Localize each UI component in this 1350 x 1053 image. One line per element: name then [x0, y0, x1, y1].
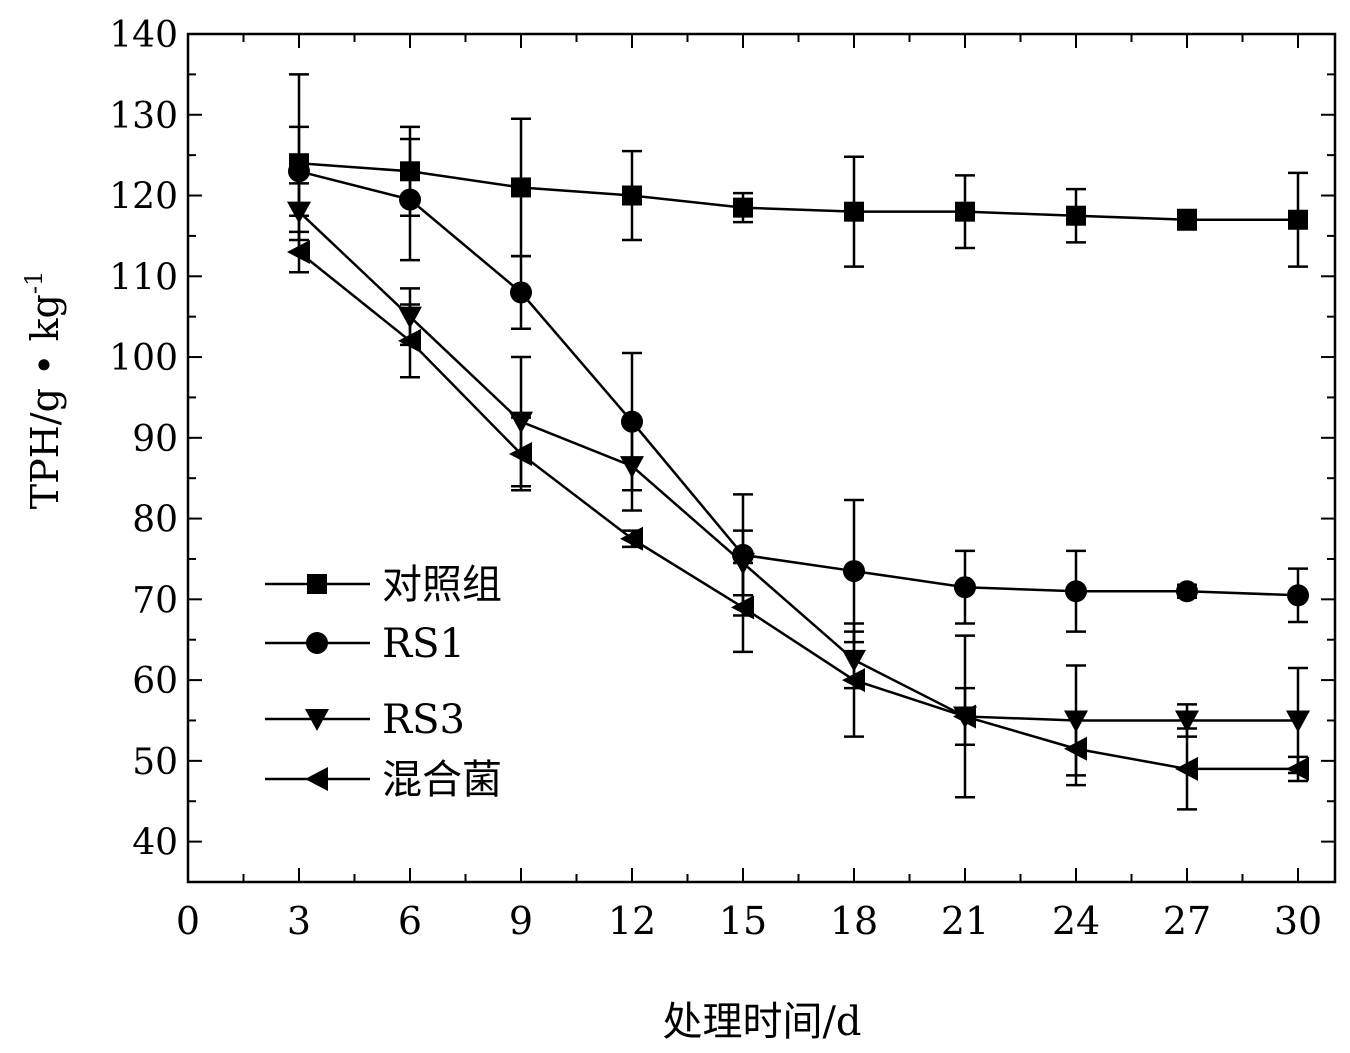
legend-item: RS1 — [265, 621, 465, 667]
legend-marker — [307, 574, 327, 594]
legend-label: RS3 — [382, 697, 465, 743]
series-line — [298, 170, 1299, 597]
series-line — [298, 210, 1298, 722]
legend: 对照组 RS1 RS3 混合菌 — [265, 562, 502, 803]
y-tick-label: 60 — [132, 661, 178, 702]
x-tick-label: 0 — [176, 899, 200, 943]
legend-marker — [305, 767, 328, 791]
series-line — [298, 161, 1298, 222]
legend-marker — [305, 709, 329, 731]
data-point — [511, 177, 531, 198]
x-tick-label: 12 — [608, 899, 656, 943]
data-point — [398, 328, 421, 353]
x-tick-label: 24 — [1052, 899, 1100, 943]
data-point — [1175, 710, 1199, 733]
data-point — [288, 160, 310, 183]
y-tick-label: 100 — [109, 338, 178, 379]
data-point — [287, 240, 310, 265]
y-tick-label: 50 — [132, 742, 178, 783]
data-point — [842, 668, 865, 693]
data-point — [620, 456, 644, 479]
plot-axes — [186, 32, 1337, 884]
series-mixed — [287, 230, 1309, 811]
series-line — [298, 251, 1298, 771]
y-tick-label: 120 — [109, 177, 178, 218]
x-axis-label: 处理时间/d — [662, 999, 861, 1045]
series-rs3 — [287, 182, 1310, 777]
data-point — [622, 185, 642, 206]
legend-item: RS3 — [265, 697, 465, 743]
legend-label: 对照组 — [382, 562, 502, 608]
data-point — [844, 201, 864, 222]
data-point — [1288, 209, 1308, 230]
y-tick-label: 40 — [132, 823, 178, 864]
legend-item: 对照组 — [265, 562, 502, 608]
y-axis-label: TPH/g • kg-1 — [20, 271, 67, 510]
data-point — [955, 201, 975, 222]
y-axis-label-superscript: -1 — [20, 271, 48, 294]
data-point — [731, 595, 754, 620]
legend-label: 混合菌 — [382, 757, 502, 803]
data-point — [510, 281, 532, 304]
data-point — [1175, 756, 1198, 781]
x-tick-label: 30 — [1274, 899, 1322, 943]
series-control — [289, 73, 1308, 268]
series-layer — [287, 73, 1310, 811]
data-point — [509, 441, 532, 466]
x-tick-label: 21 — [941, 899, 989, 943]
data-point — [733, 197, 753, 218]
data-point — [953, 704, 976, 729]
data-point — [399, 188, 421, 211]
data-point — [1286, 710, 1310, 733]
y-tick-label: 70 — [132, 580, 178, 621]
y-tick-label: 90 — [132, 419, 178, 460]
data-point — [843, 560, 865, 583]
data-point — [954, 576, 976, 599]
y-tick-label: 130 — [109, 96, 178, 137]
y-axis-label-main: TPH/g • kg — [23, 294, 67, 509]
plot-frame — [186, 32, 1337, 884]
data-point — [1286, 756, 1309, 781]
data-point — [1287, 584, 1309, 607]
y-tick-label: 110 — [109, 257, 178, 298]
data-point — [287, 201, 311, 224]
x-tick-label: 18 — [830, 899, 878, 943]
x-tick-label: 27 — [1163, 899, 1211, 943]
data-point — [1177, 209, 1197, 230]
data-point — [1065, 580, 1087, 603]
data-point — [1066, 205, 1086, 226]
x-tick-label: 6 — [398, 899, 422, 943]
x-tick-label: 3 — [287, 899, 311, 943]
y-tick-label: 80 — [132, 500, 178, 541]
legend-marker — [306, 632, 328, 654]
data-point — [1176, 580, 1198, 603]
data-point — [620, 526, 643, 551]
legend-item: 混合菌 — [265, 757, 502, 803]
axis-ticks: 40 50 60 70 80 90 100 110 120 130 140 0 3 6 9 12 15 18 21 2… — [109, 15, 1335, 943]
x-tick-label: 9 — [509, 899, 533, 943]
x-tick-label: 15 — [719, 899, 767, 943]
legend-label: RS1 — [382, 621, 465, 667]
y-tick-label: 140 — [109, 15, 178, 56]
data-point — [1064, 736, 1087, 761]
